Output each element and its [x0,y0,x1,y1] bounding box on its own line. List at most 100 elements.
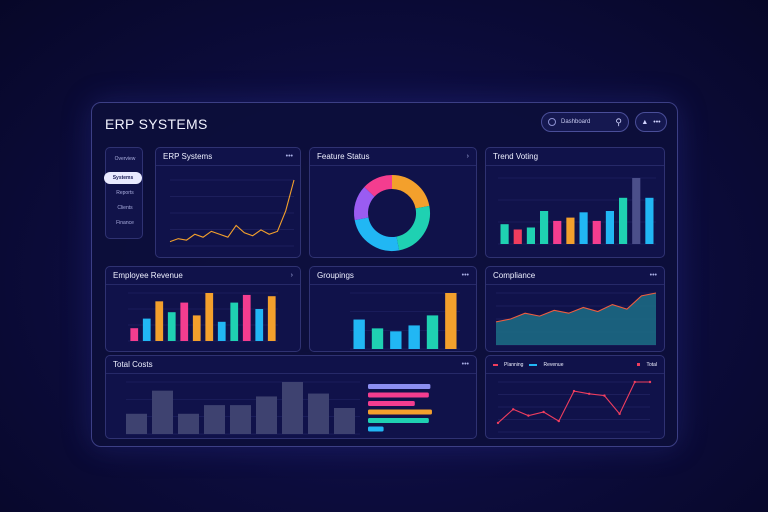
feature-status-panel: Feature Status › [309,147,477,258]
bar [408,325,420,349]
compliance-area-chart [495,292,657,346]
data-point [496,421,500,425]
search-value: Dashboard [561,119,591,125]
horizontal-bar [368,401,415,406]
bar [334,408,355,434]
data-point [633,380,636,384]
panel-menu-button[interactable]: ••• [649,272,657,279]
search-input[interactable]: Dashboard ⚲ [541,112,629,132]
series-line [169,179,295,243]
panel-menu-button[interactable]: ••• [461,272,469,279]
legend-label: Total [646,361,657,368]
bar [167,312,176,341]
groupings-bar-chart [350,292,460,350]
legend-swatch-red-small [637,363,641,366]
bar [267,296,276,341]
trend-voting-panel: Trend Voting [485,147,665,258]
panel-menu-button[interactable]: › [466,153,469,160]
horizontal-bar [368,392,429,398]
bar [130,328,139,341]
bar [500,224,509,244]
panel-title: Total Costs [113,360,153,369]
user-icon: ▲ [641,118,649,126]
trend-voting-bar-chart [498,177,656,245]
user-menu-dots: ••• [653,118,661,126]
total-costs-panel: Total Costs ••• [105,355,477,439]
panel-title: Feature Status [317,152,370,161]
series-line [497,381,650,424]
horizontal-bar [368,426,384,432]
series-line [495,292,657,323]
bar [540,211,549,244]
sidebar-item-overview[interactable]: Overview [114,156,136,162]
bar [230,302,239,341]
donut-slice [391,175,430,209]
bar [632,178,641,244]
data-point [618,412,621,416]
bar [230,405,251,434]
sidebar: Overview Systems Reports Clients Finance [104,147,143,239]
bar [426,315,439,349]
search-field-icon [548,118,556,126]
bar [178,413,199,434]
donut-slice [396,205,430,251]
panel-title: Compliance [493,271,536,280]
panel-menu-button[interactable]: ••• [285,153,293,160]
bar [205,293,214,341]
app-title: ERP SYSTEMS [105,116,208,132]
donut-slice [354,186,375,221]
data-point [603,394,606,397]
horizontal-bar [368,418,429,423]
groupings-panel: Groupings ••• [309,266,477,352]
legend-label: Planning [504,361,524,368]
bar [605,211,614,244]
bar [204,405,225,434]
panel-title: Groupings [317,271,354,280]
small-line-chart [496,380,652,433]
donut-slice [354,217,400,251]
data-point [557,419,560,423]
data-point [572,389,576,393]
bar [526,227,535,244]
bar [308,393,329,434]
erp-systems-line-chart [169,179,295,247]
data-point [648,380,652,384]
data-point [542,410,545,414]
bar [155,301,164,341]
bar [371,328,384,349]
bar [566,217,575,244]
user-menu-button[interactable]: ▲ ••• [635,112,667,132]
panel-menu-button[interactable]: › [290,272,293,279]
bar [255,309,264,341]
donut-slice [364,175,393,197]
bar [390,331,402,349]
compliance-panel: Compliance ••• [485,266,665,352]
bar [553,220,562,244]
bar [282,382,303,434]
sidebar-item-reports[interactable]: Reports [116,190,134,196]
bar [217,321,226,341]
employee-revenue-panel: Employee Revenue › [105,266,301,352]
panel-menu-button[interactable]: ••• [461,361,469,368]
employee-revenue-bar-chart [128,292,278,342]
panel-title: ERP Systems [163,152,213,161]
erp-systems-panel: ERP Systems ••• [155,147,301,258]
bar [256,396,277,434]
legend-swatch-cyan [529,363,538,366]
panel-title: Trend Voting [493,152,539,161]
data-point [527,414,530,417]
search-icon[interactable]: ⚲ [615,116,622,127]
bar [180,302,189,341]
bar [126,413,147,434]
bar [513,229,522,244]
sidebar-item-systems[interactable]: Systems [104,172,142,184]
panel-title: Employee Revenue [113,271,183,280]
bar [579,212,588,244]
sidebar-item-finance[interactable]: Finance [116,220,134,226]
bar [142,318,151,341]
sidebar-item-clients[interactable]: Clients [117,205,133,211]
horizontal-bar [368,384,431,389]
bar [242,294,251,341]
bar [592,220,601,244]
horizontal-bar [368,409,432,415]
